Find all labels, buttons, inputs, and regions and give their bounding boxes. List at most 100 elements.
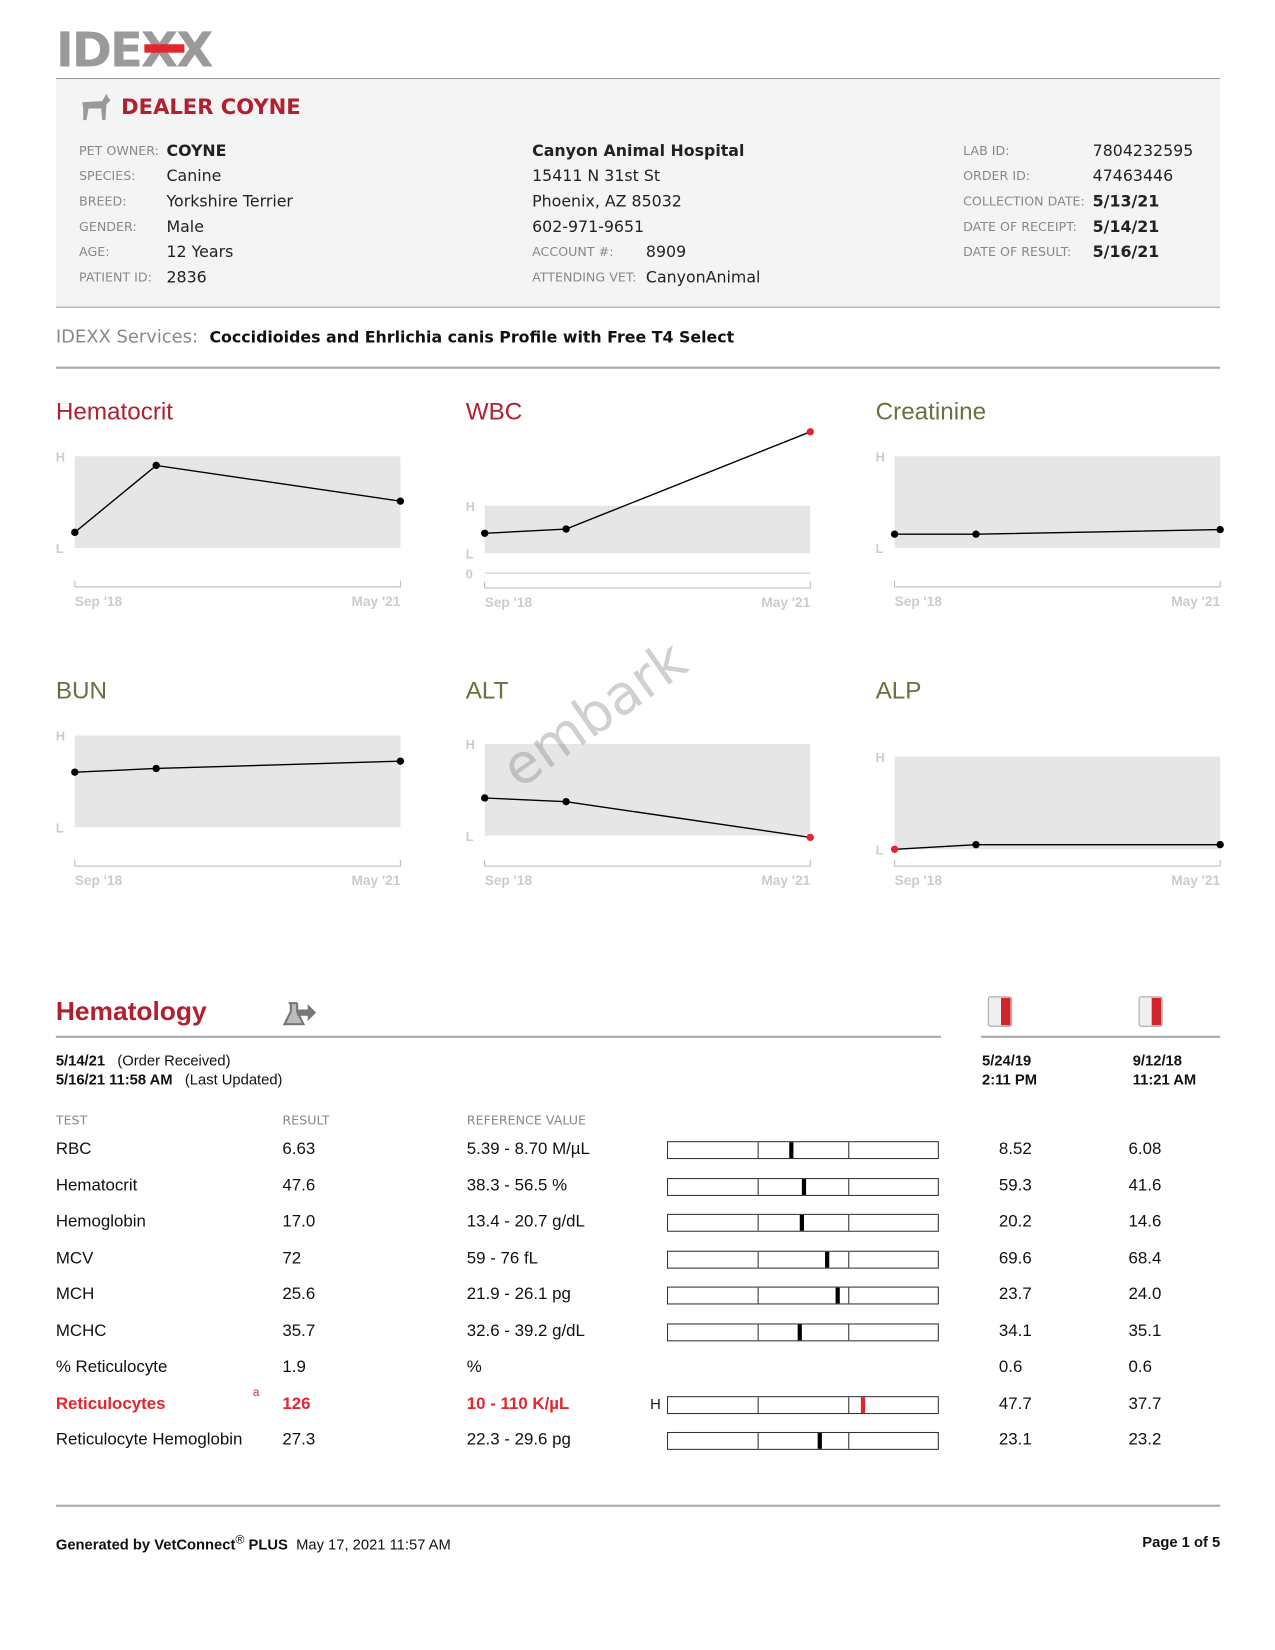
field-label: GENDER: [79,219,137,234]
x-tick-label: May '21 [1171,873,1220,888]
x-axis [484,581,811,589]
chart-plot: H L Sep '18 May '21 [56,451,405,609]
order-info: 5/14/21 (Order Received) 5/16/21 11:58 A… [56,1051,283,1089]
x-tick-label: May '21 [1171,594,1220,609]
history-value-2: 37.7 [1128,1394,1162,1413]
patient-name: DEALER COYNE [121,93,301,120]
low-divider [757,1323,759,1340]
data-point[interactable] [806,428,814,436]
low-divider [757,1287,759,1304]
low-divider [757,1396,759,1413]
range-bar [666,1322,939,1341]
field-value: Yorkshire Terrier [166,191,293,211]
data-point[interactable] [481,529,489,537]
reference-range: 59 - 76 fL [466,1249,539,1268]
reference-range: 22.3 - 29.6 pg [466,1430,571,1449]
reference-range: 5.39 - 8.70 M/µL [466,1140,590,1159]
x-tick-label: May '21 [351,873,400,888]
idexx-logo: IDEXX [56,25,214,73]
field-label: SPECIES: [79,168,136,184]
high-divider [848,1251,850,1268]
result-marker [817,1433,822,1449]
x-axis [894,859,1221,867]
data-point[interactable] [71,528,79,537]
order-date: 5/14/21 [55,1051,106,1069]
lab-machine-icon[interactable] [987,996,1013,1028]
data-point[interactable] [972,840,980,849]
result-marker [835,1287,840,1304]
data-point[interactable] [562,797,570,806]
data-point[interactable] [806,833,814,842]
field-label: PATIENT ID: [79,269,152,285]
footer-generated: Generated by VetConnect® PLUS May 17, 20… [56,1533,451,1553]
field-value: 47463446 [1092,166,1174,186]
x-tick-label: Sep '18 [75,594,123,609]
plus-label: PLUS [248,1535,288,1553]
history-date-1[interactable]: 5/24/19 2:11 PM [982,1051,1037,1089]
high-label: H [876,751,885,765]
col-test: TEST [55,1112,88,1128]
x-tick-label: May '21 [761,595,810,610]
lab-machine-icon[interactable] [1138,996,1163,1028]
data-point[interactable] [71,768,79,776]
registered-mark: ® [235,1533,245,1547]
field-value: 5/13/21 [1092,191,1160,211]
footnote-marker[interactable]: a [252,1386,260,1399]
trend-chart-bun[interactable]: BUN H L Sep '18 May '21 [56,674,414,906]
data-point[interactable] [396,497,405,505]
range-bar [666,1431,939,1450]
x-tick-label: Sep '18 [75,873,123,888]
result-value: 17.0 [282,1212,316,1231]
result-marker [798,1323,803,1340]
field-value: 5/16/21 [1092,242,1160,262]
history-value-2: 0.6 [1128,1358,1152,1377]
date: 9/12/18 [1132,1051,1182,1069]
test-name: RBC [55,1140,92,1159]
trend-chart-alp[interactable]: ALP H L Sep '18 May '21 [876,674,1234,906]
vet-name: CanyonAnimal [645,267,761,287]
data-point[interactable] [890,530,899,538]
data-point[interactable] [481,794,489,802]
high-divider [848,1214,850,1231]
trend-chart-wbc[interactable]: WBC H L 0 Sep '18 May '21 [466,395,824,627]
high-label: H [466,500,475,514]
clinic-phone: 602-971-9651 [532,217,645,237]
high-label: H [56,730,65,744]
trend-chart-alt[interactable]: ALT H L Sep '18 May '21 [466,674,824,906]
test-name: Reticulocytes [55,1394,166,1413]
flask-arrow-icon[interactable] [282,999,318,1029]
data-point[interactable] [152,461,160,470]
result-value: 25.6 [282,1285,316,1304]
reference-band [74,735,401,828]
field-value: 5/14/21 [1092,217,1160,237]
field-label: DATE OF RECEIPT: [963,219,1077,234]
field-value: 2836 [166,267,207,287]
history-date-2[interactable]: 9/12/18 11:21 AM [1133,1051,1196,1089]
data-point[interactable] [152,764,160,773]
divider [55,366,1221,369]
clinic-address1: 15411 N 31st St [532,166,661,186]
data-point[interactable] [890,845,899,853]
data-point[interactable] [396,757,405,765]
data-point[interactable] [1216,525,1224,534]
low-label: L [466,547,474,561]
data-point[interactable] [1216,840,1224,849]
high-divider [848,1142,850,1159]
field-label: COLLECTION DATE: [963,193,1085,209]
generated-date: May 17, 2021 11:57 AM [296,1535,451,1553]
history-divider [980,1035,1221,1038]
section-divider [55,1035,941,1038]
history-value-1: 23.1 [998,1430,1032,1449]
trend-chart-creatinine[interactable]: Creatinine H L Sep '18 May '21 [876,395,1234,627]
data-point[interactable] [562,525,570,533]
logo-text: IDEXX [55,21,214,78]
chart-title: Creatinine [875,397,987,425]
x-axis [74,580,401,588]
trend-chart-hematocrit[interactable]: Hematocrit H L Sep '18 May '21 [56,395,414,627]
result-value: 6.63 [282,1140,316,1159]
test-name: Reticulocyte Hemoglobin [55,1430,243,1449]
data-point[interactable] [972,530,980,538]
history-value-2: 24.0 [1128,1285,1162,1304]
vet-label: ATTENDING VET: [532,269,637,285]
history-value-1: 23.7 [998,1285,1032,1304]
